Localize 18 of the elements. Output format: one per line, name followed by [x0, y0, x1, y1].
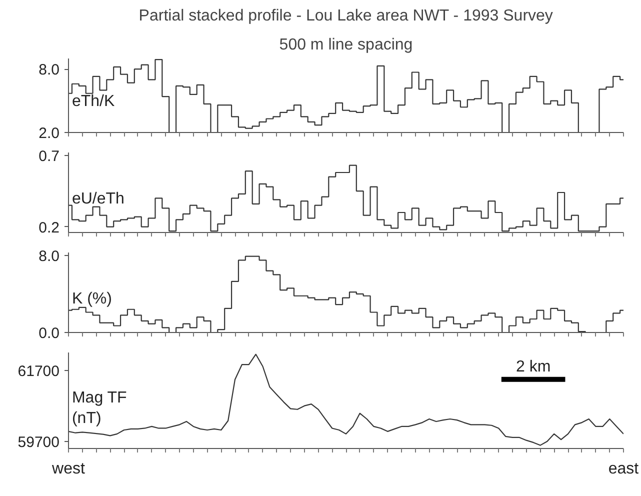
y-axis-title: eU/eTh	[72, 190, 124, 208]
y-tick-label: 59700	[18, 434, 60, 451]
y-tick-label: 8.0	[38, 248, 60, 265]
text: east	[608, 460, 640, 478]
y-axis-title: K (%)	[72, 290, 112, 308]
y-tick-label: 0.0	[38, 325, 60, 342]
annotation: 2 km	[516, 358, 551, 376]
y-tick-label: 2.0	[38, 125, 60, 142]
y-tick-label: 0.7	[38, 148, 60, 165]
chart-subtitle: 500 m line spacing	[279, 36, 413, 54]
line-series	[68, 354, 624, 446]
chart-title: Partial stacked profile - Lou Lake area NWT - 1993 Survey	[138, 8, 553, 24]
y-axis-title: eTh/K	[72, 92, 115, 110]
text: west	[51, 460, 86, 478]
y-tick-label: 61700	[18, 362, 60, 380]
y-tick-label: 0.2	[38, 219, 60, 236]
y-tick-label: 8.0	[38, 62, 60, 79]
y-axis-title: Mag TF (nT)	[72, 389, 128, 427]
